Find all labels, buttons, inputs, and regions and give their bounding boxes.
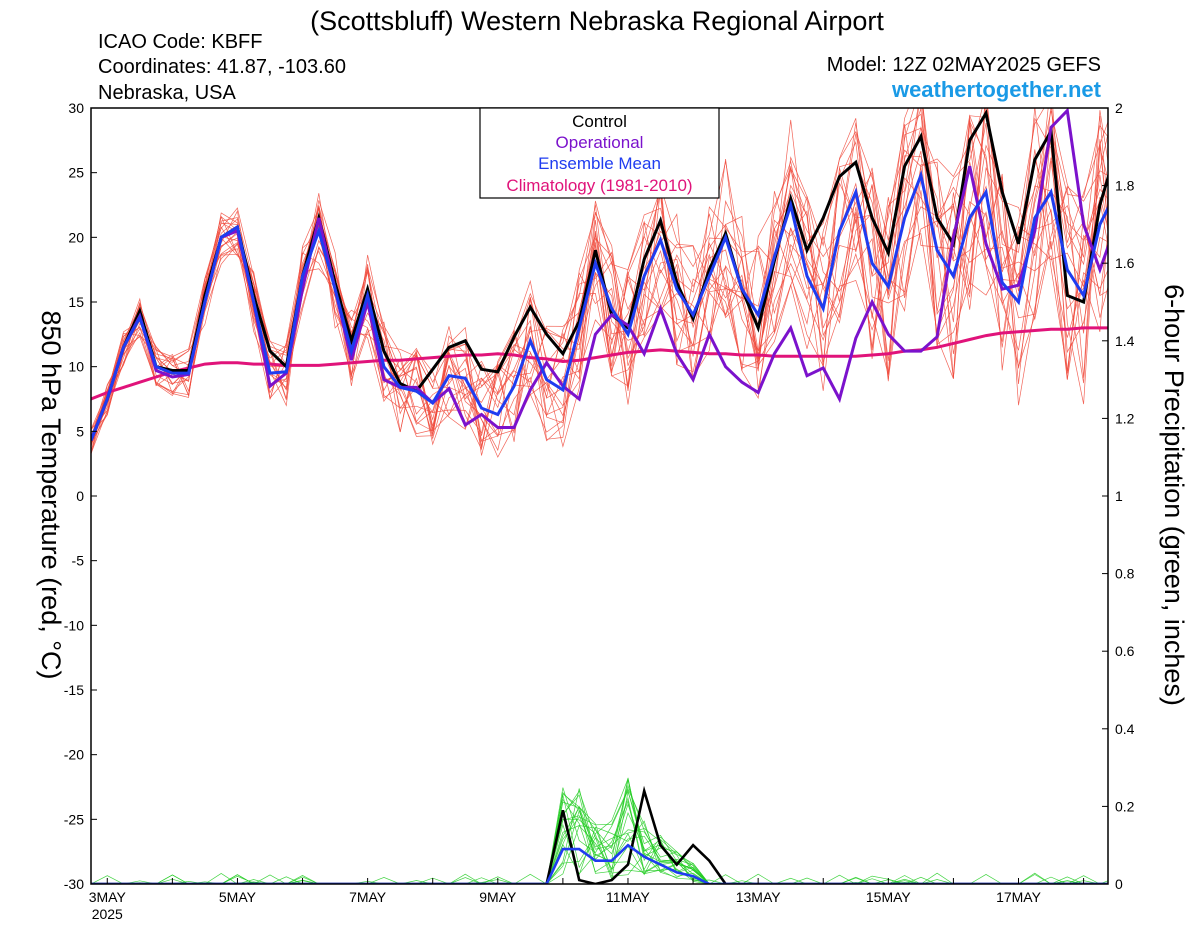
- legend-climatology: Climatology (1981-2010): [506, 176, 692, 195]
- ensemble-mean-temp-line: [91, 170, 1108, 441]
- y2-tick-label: 0.2: [1115, 798, 1135, 814]
- y-tick-label: 30: [68, 100, 84, 116]
- y-tick-label: 0: [76, 488, 84, 504]
- region-label: Nebraska, USA: [98, 82, 236, 104]
- coordinates-label: Coordinates: 41.87, -103.60: [98, 56, 346, 78]
- main-series: [91, 108, 1108, 884]
- icao-code-label: ICAO Code: KBFF: [98, 31, 263, 53]
- y-tick-label: -25: [64, 811, 84, 827]
- legend-box: [479, 107, 720, 199]
- control-temp-line: [91, 109, 1108, 441]
- legend-ensemble-mean: Ensemble Mean: [538, 154, 661, 173]
- y-tick-label: -20: [64, 747, 84, 763]
- x-tick-sublabel: 2025: [92, 906, 123, 922]
- x-tick-label: 15MAY: [866, 889, 912, 905]
- y-axis-label: 850 hPa Temperature (red, °C): [36, 311, 66, 680]
- ensemble-member-temp-line: [91, 118, 1108, 458]
- y2-tick-label: 0.8: [1115, 566, 1135, 582]
- y2-tick-label: 1.8: [1115, 178, 1135, 194]
- y-tick-label: 25: [68, 165, 84, 181]
- ensemble-member-precip-line: [91, 798, 1108, 884]
- y-tick-label: 5: [76, 423, 84, 439]
- y2-tick-label: 2: [1115, 100, 1123, 116]
- legend: Control Operational Ensemble Mean Climat…: [479, 107, 720, 199]
- y-tick-label: -10: [64, 617, 84, 633]
- x-tick-label: 9MAY: [479, 889, 517, 905]
- model-label: Model: 12Z 02MAY2025 GEFS: [827, 54, 1101, 76]
- x-tick-label: 13MAY: [736, 889, 782, 905]
- x-tick-label: 7MAY: [349, 889, 387, 905]
- y-tick-label: 20: [68, 229, 84, 245]
- x-tick-label: 17MAY: [996, 889, 1042, 905]
- legend-operational: Operational: [556, 133, 644, 152]
- ensemble-member-temp-line: [91, 130, 1108, 431]
- x-tick-label: 11MAY: [606, 889, 650, 905]
- y2-tick-label: 0.4: [1115, 721, 1135, 737]
- x-tick-label: 3MAY: [89, 889, 127, 905]
- chart-title: (Scottsbluff) Western Nebraska Regional …: [310, 6, 884, 36]
- y2-tick-label: 1: [1115, 488, 1123, 504]
- x-tick-label: 5MAY: [219, 889, 257, 905]
- y2-tick-label: 0.6: [1115, 643, 1135, 659]
- y-tick-label: -30: [64, 876, 84, 892]
- y2-tick-label: 0: [1115, 876, 1123, 892]
- site-link[interactable]: weathertogether.net: [891, 77, 1102, 102]
- y-tick-label: -15: [64, 682, 84, 698]
- axis-ticks: 302520151050-5-10-15-20-25-3021.81.61.41…: [64, 100, 1135, 922]
- ensemble-member-temp-line: [91, 108, 1108, 456]
- ensemble-member-precip-line: [91, 812, 1108, 884]
- ensemble-member-temp-line: [91, 108, 1108, 445]
- y2-tick-label: 1.4: [1115, 333, 1135, 349]
- legend-control: Control: [572, 112, 627, 131]
- y-tick-label: -5: [72, 553, 85, 569]
- y2-tick-label: 1.2: [1115, 410, 1135, 426]
- y-tick-label: 10: [68, 359, 84, 375]
- ensemble-member-precip-line: [91, 777, 1108, 884]
- y2-tick-label: 1.6: [1115, 255, 1135, 271]
- y2-axis-label: 6-hour Precipitation (green, inches): [1159, 284, 1189, 706]
- y-tick-label: 15: [68, 294, 84, 310]
- ensemble-member-temp-line: [91, 108, 1108, 439]
- ensemble-member-precip-line: [91, 825, 1108, 884]
